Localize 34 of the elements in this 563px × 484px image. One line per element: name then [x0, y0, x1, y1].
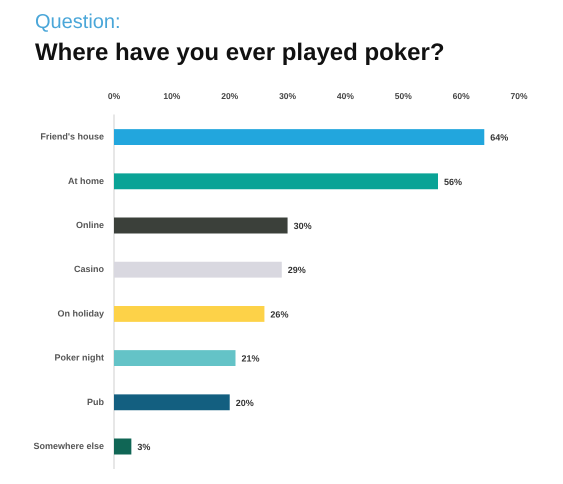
bar — [114, 218, 288, 234]
x-tick-label: 0% — [108, 91, 121, 102]
y-tick-label: At home — [68, 176, 104, 186]
bar — [114, 394, 230, 410]
bar — [114, 438, 132, 454]
y-tick-label: Friend's house — [40, 132, 104, 142]
data-label: 3% — [137, 442, 150, 452]
x-tick-label: 20% — [221, 91, 239, 102]
data-label: 56% — [444, 176, 462, 187]
y-tick-label: On holiday — [57, 308, 104, 318]
chart-subtitle: Question: — [35, 11, 121, 34]
y-tick-label: Poker night — [54, 352, 104, 363]
x-tick-label: 70% — [510, 91, 528, 102]
x-tick-label: 40% — [336, 91, 354, 102]
data-label: 20% — [236, 398, 254, 408]
bar — [114, 173, 438, 190]
y-tick-label: Somewhere else — [33, 440, 104, 451]
x-tick-label: 50% — [394, 91, 412, 102]
data-label: 29% — [288, 265, 306, 276]
y-tick-label: Online — [76, 220, 104, 230]
bar — [114, 350, 236, 366]
data-label: 64% — [490, 132, 508, 143]
y-tick-label: Casino — [74, 264, 104, 274]
data-label: 21% — [242, 354, 260, 364]
data-label: 26% — [270, 309, 288, 320]
chart-title: Where have you ever played poker? — [35, 39, 444, 67]
x-tick-label: 30% — [279, 91, 297, 102]
bar — [114, 129, 484, 146]
y-tick-label: Pub — [87, 396, 104, 407]
bar — [114, 306, 264, 322]
x-tick-label: 60% — [452, 91, 470, 102]
x-tick-label: 10% — [163, 91, 181, 102]
bar — [114, 262, 282, 278]
data-label: 30% — [294, 220, 312, 231]
